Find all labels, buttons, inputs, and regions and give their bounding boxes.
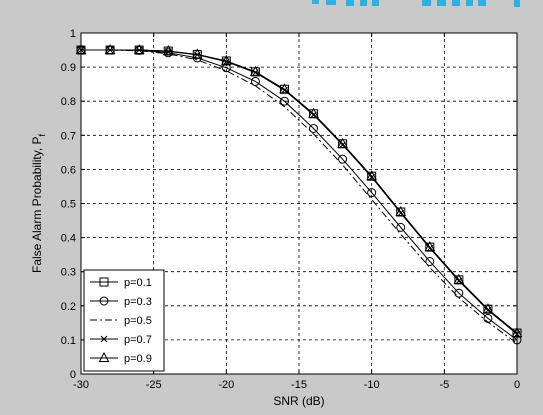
x-tick-label-6: 0: [514, 379, 520, 391]
series-4-point-12: [424, 241, 436, 252]
x-tick-label-5: -5: [439, 379, 449, 391]
top-cropped-text-fragments: [312, 0, 520, 7]
x-tick-label-3: -15: [291, 379, 307, 391]
x-axis-label: SNR (dB): [273, 394, 324, 408]
legend-entry-4: p=0.9: [90, 351, 152, 365]
series-4-point-4: [191, 48, 203, 59]
y-tick-label-3: 0.3: [61, 267, 76, 279]
series-4-point-9: [337, 137, 348, 148]
x-tick-label-0: -30: [73, 379, 89, 391]
y-axis-label-main: False Alarm Probability, P: [30, 137, 44, 274]
legend-marker-0: [99, 277, 109, 287]
legend-label-4: p=0.9: [124, 353, 152, 365]
series-line-1: [81, 49, 518, 341]
series-4-point-2: [133, 43, 145, 55]
legend-marker-1: [99, 296, 109, 306]
legend-entry-0: p=0.1: [90, 277, 152, 289]
y-tick-label-5: 0.5: [61, 199, 76, 211]
legend-label-1: p=0.3: [124, 296, 152, 308]
series-4-point-0: [75, 43, 87, 55]
series-4-point-3: [162, 45, 174, 56]
legend-marker-4: [98, 351, 110, 362]
x-tick-label-4: -10: [364, 379, 380, 391]
series-layer: [75, 43, 523, 345]
series-1-point-5: [221, 63, 231, 73]
series-line-2: [81, 49, 518, 344]
legend: p=0.1 p=0.3 p=0.5 p=0.7 p=0.9: [83, 269, 165, 372]
series-2: [81, 49, 518, 344]
series-4-point-13: [453, 273, 465, 284]
series-line-4: [81, 49, 518, 334]
y-tick-label-6: 0.6: [61, 164, 76, 176]
series-1-point-7: [279, 96, 289, 106]
series-4-point-11: [395, 205, 407, 217]
y-axis-label: False Alarm Probability, Pf: [30, 134, 47, 274]
series-4-point-10: [366, 170, 377, 181]
series-1-point-10: [367, 188, 377, 198]
series-4-point-7: [279, 83, 290, 94]
series-4-point-1: [104, 43, 116, 55]
series-1-point-12: [425, 256, 435, 266]
y-tick-label-7: 0.7: [61, 130, 76, 142]
legend-entry-1: p=0.3: [90, 296, 152, 308]
series-1-point-11: [396, 222, 406, 232]
legend-label-2: p=0.5: [124, 315, 152, 327]
x-tick-label-2: -20: [218, 379, 234, 391]
legend-entry-3: p=0.7: [90, 334, 152, 346]
series-4-point-5: [221, 54, 232, 65]
series-4-point-14: [482, 303, 494, 314]
legend-label-0: p=0.1: [124, 277, 152, 289]
legend-entry-2: p=0.5: [90, 315, 152, 327]
legend-box: [83, 269, 165, 372]
axis-ticks: -30 -25 -20 -15 -10 -5 0 0 0.1 0.2 0.3 0.4 0.5 0.6 0.7…: [61, 28, 520, 391]
legend-label-3: p=0.7: [124, 334, 152, 346]
y-tick-label-9: 0.9: [61, 62, 76, 74]
series-4-point-6: [250, 65, 261, 76]
series-4-point-15: [511, 327, 523, 338]
series-1-point-9: [338, 154, 348, 164]
y-tick-label-1: 0.1: [61, 335, 76, 347]
y-tick-label-10: 1: [70, 28, 76, 40]
series-1-point-8: [309, 123, 319, 133]
legend-marker-3: [100, 335, 108, 343]
x-tick-label-1: -25: [146, 379, 162, 391]
y-axis-label-subscript: f: [37, 134, 47, 137]
y-tick-label-4: 0.4: [61, 233, 76, 245]
y-tick-label-2: 0.2: [61, 301, 76, 313]
y-tick-label-8: 0.8: [61, 96, 76, 108]
series-4: [75, 43, 523, 338]
series-4-point-8: [308, 107, 319, 118]
y-tick-label-0: 0: [70, 369, 76, 381]
